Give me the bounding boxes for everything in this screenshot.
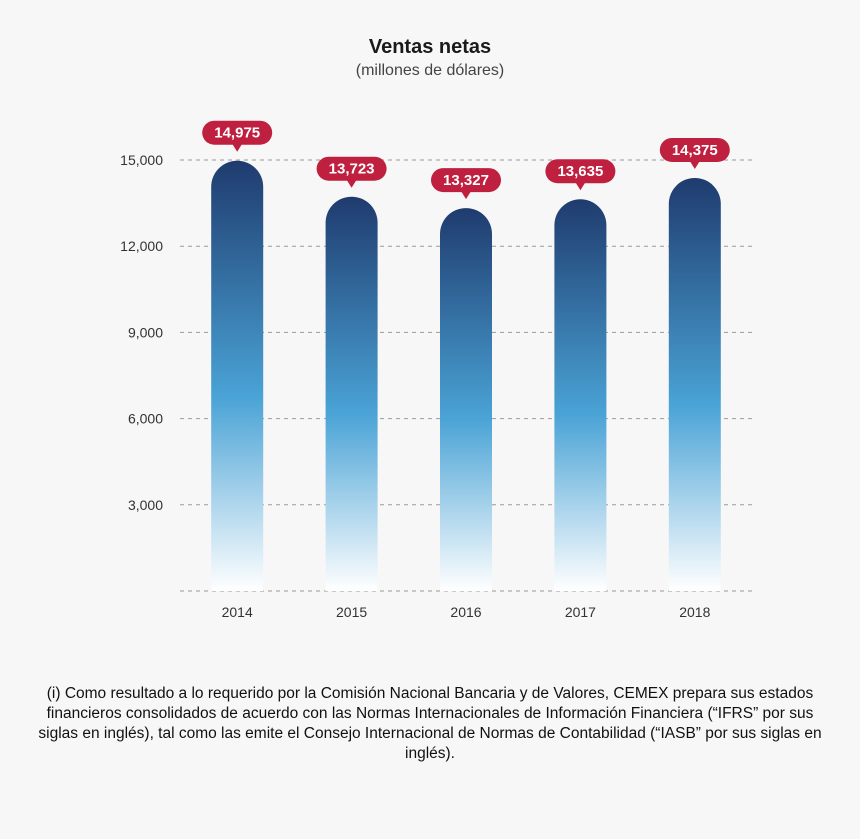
bar [325,196,378,591]
y-tick-label: 15,000 [120,152,163,168]
value-callout-pointer [689,160,700,169]
grid-layer: 3,000 6,000 9,000 12,000 15,000 [120,152,752,592]
data-label: 14,375 [672,142,718,159]
value-callout-pointer [232,143,243,152]
value-callout-pointer [461,191,471,200]
bar-layer [211,160,721,591]
bar [440,208,492,591]
value-callout-bubble [659,137,730,162]
value-callout-bubble [316,156,387,181]
data-label: 14,975 [214,125,260,142]
bar [211,160,264,591]
value-callout: 14,375 [659,137,730,169]
y-tick-label: 6,000 [128,411,163,427]
value-callout: 14,975 [202,120,273,152]
data-label: 13,635 [557,163,603,180]
label-layer: 2014 14,975 2015 13,723 2016 13,327 2017 13,635… [202,120,730,620]
y-tick-label: 12,000 [120,238,163,254]
value-callout-pointer [346,179,357,188]
bar [668,177,721,591]
x-tick-label: 2014 [222,604,253,620]
x-tick-label: 2016 [450,604,481,620]
value-callout-pointer [575,182,586,191]
data-label: 13,327 [443,172,489,189]
value-callout: 13,327 [431,168,501,200]
value-callout-bubble [431,168,501,193]
y-tick-label: 3,000 [128,497,163,513]
data-label: 13,723 [329,161,375,178]
footnote: (i) Como resultado a lo requerido por la… [38,685,822,762]
value-callout: 13,723 [316,156,387,188]
chart-title: Ventas netas [368,36,492,58]
chart-subtitle: (millones de dólares) [355,62,505,79]
x-tick-label: 2017 [565,604,596,620]
x-tick-label: 2015 [336,604,367,620]
bar [554,199,607,591]
value-callout-bubble [202,120,273,145]
value-callout-bubble [545,159,616,184]
x-tick-label: 2018 [679,604,710,620]
y-tick-label: 9,000 [128,324,163,340]
value-callout: 13,635 [545,159,616,191]
